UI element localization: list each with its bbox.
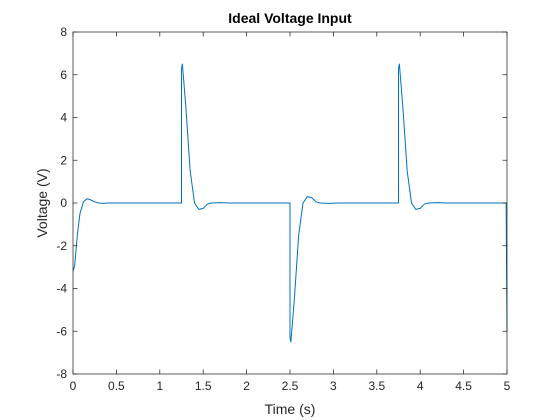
y-tick-label: 0 xyxy=(60,196,67,210)
x-axis-label: Time (s) xyxy=(265,401,316,417)
x-tick-label: 0.5 xyxy=(108,379,125,393)
y-tick-label: 8 xyxy=(60,25,67,39)
y-axis-label: Voltage (V) xyxy=(34,168,50,237)
x-tick-label: 2 xyxy=(243,379,250,393)
x-tick-label: 4 xyxy=(417,379,424,393)
x-tick-label: 0 xyxy=(70,379,77,393)
y-tick-label: 6 xyxy=(60,68,67,82)
x-tick-label: 3 xyxy=(330,379,337,393)
y-tick-label: 4 xyxy=(60,111,67,125)
y-tick-label: -8 xyxy=(56,367,67,381)
x-tick-label: 1.5 xyxy=(195,379,212,393)
y-tick-label: 2 xyxy=(60,153,67,167)
x-tick-label: 2.5 xyxy=(282,379,299,393)
x-tick-label: 3.5 xyxy=(368,379,385,393)
x-axis-ticks: 0 0.5 1 1.5 2 2.5 3 3.5 4 4.5 5 xyxy=(70,32,511,393)
chart-title: Ideal Voltage Input xyxy=(228,10,352,26)
y-tick-label: -6 xyxy=(56,324,67,338)
y-tick-label: -2 xyxy=(56,239,67,253)
y-axis-ticks: -8 -6 -4 -2 0 2 4 6 8 xyxy=(56,25,507,381)
x-tick-label: 5 xyxy=(504,379,511,393)
series-layer xyxy=(72,63,508,343)
x-tick-label: 4.5 xyxy=(455,379,472,393)
x-tick-label: 1 xyxy=(156,379,163,393)
y-tick-label: -4 xyxy=(56,282,67,296)
series-line-1 xyxy=(72,63,508,343)
